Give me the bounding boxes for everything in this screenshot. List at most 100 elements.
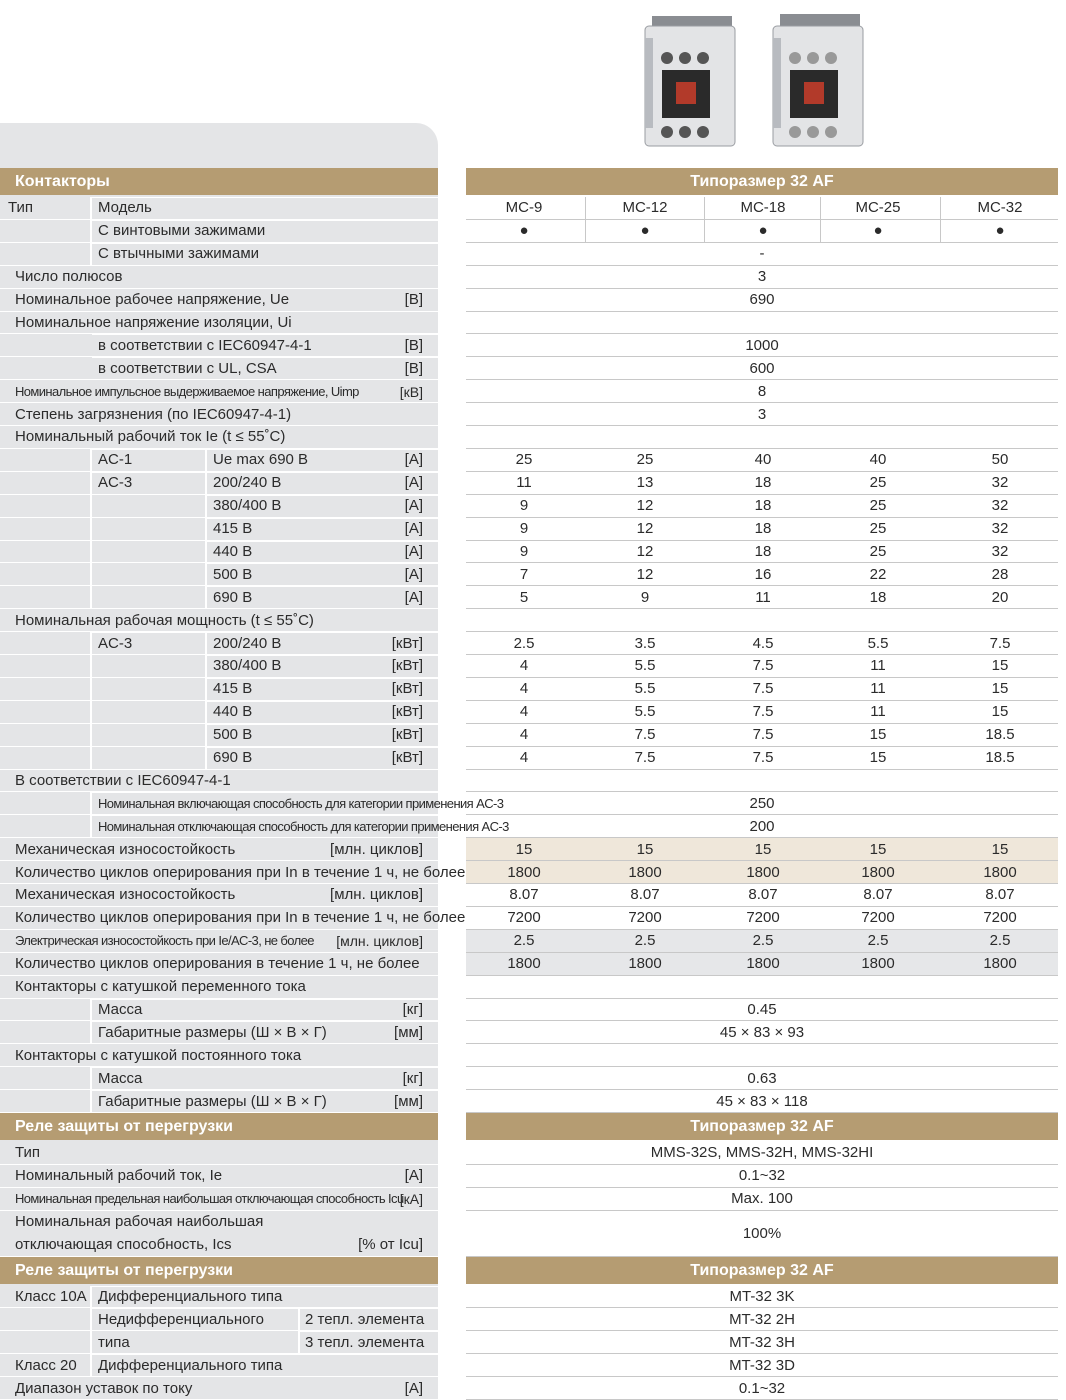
row-divider [466, 1376, 1058, 1378]
row-divider [466, 1255, 1058, 1257]
row-divider [466, 562, 1058, 564]
row-divider [466, 1089, 1058, 1091]
row-divider [0, 470, 438, 472]
row-label: Количество циклов оперирования при In в … [15, 909, 466, 927]
unit: [мм] [394, 1092, 423, 1110]
row-divider [466, 1330, 1058, 1332]
cell-value: 9 [519, 520, 529, 538]
unit: [A] [404, 1379, 423, 1397]
row-divider [0, 1209, 438, 1211]
cell-value: 1800 [983, 955, 1017, 973]
unit: [кВт] [391, 703, 423, 721]
contactor-image [772, 14, 864, 147]
cell-value: 12 [636, 520, 654, 538]
merged-value: MT-32 3D [729, 1356, 795, 1374]
row-divider [0, 768, 438, 770]
cell-value: 11 [755, 588, 771, 606]
row-divider [0, 447, 438, 449]
cell-value: 8.07 [863, 886, 893, 904]
cell-value: 7200 [746, 909, 780, 927]
cell-value: 8.07 [985, 886, 1015, 904]
cell-value: 9 [519, 542, 529, 560]
cell-value: 18.5 [985, 749, 1015, 767]
cell-divider [92, 1090, 438, 1092]
cell-value: ● [519, 222, 529, 240]
cell-divider [207, 746, 438, 748]
merged-value: 0.45 [747, 1000, 777, 1018]
row-label: Габаритные размеры (Ш × В × Г) [98, 1092, 327, 1110]
cell-value: 11 [516, 474, 532, 492]
cell-value: 2.5 [752, 932, 774, 950]
cell-value: 15 [991, 703, 1009, 721]
row-divider [0, 951, 438, 953]
row-divider [0, 905, 438, 907]
cell-value: 1800 [746, 955, 780, 973]
cell-divider [92, 1354, 438, 1356]
unit: [кВт] [391, 657, 423, 675]
merged-value: 3 [757, 268, 767, 286]
cell-value: 7.5 [752, 726, 774, 744]
row-divider [0, 791, 438, 793]
row-divider [466, 997, 1058, 999]
cell-divider [92, 815, 438, 817]
row-divider [0, 1255, 438, 1257]
row-highlight [466, 861, 1058, 884]
row-label: 690 В [213, 749, 253, 767]
cell-value: 9 [519, 497, 529, 515]
row-label: Номинальная рабочая наибольшая [15, 1213, 264, 1231]
row-divider [0, 333, 438, 335]
row-label: Номинальный рабочий ток Ie (t ≤ 55˚C) [15, 428, 286, 446]
row-divider [0, 1163, 438, 1165]
cell-value: 1800 [628, 863, 662, 881]
merged-value: 3 [757, 405, 767, 423]
row-label: С винтовыми зажимами [98, 222, 266, 240]
row-divider [466, 974, 1058, 976]
cell-value: 5.5 [867, 634, 889, 652]
cell-value: 25 [869, 497, 887, 515]
cell-value: 25 [869, 542, 887, 560]
row-divider [0, 1307, 438, 1309]
row-divider [466, 310, 1058, 312]
column-divider [90, 1285, 92, 1378]
cell-divider [299, 1308, 438, 1310]
cell-divider [92, 998, 438, 1000]
cell-value: 7200 [983, 909, 1017, 927]
cell-divider [207, 700, 438, 702]
cell-value: 11 [870, 703, 886, 721]
row-label: Тип [8, 199, 34, 217]
cell-value: MC-18 [740, 199, 786, 217]
cell-divider [207, 517, 438, 519]
unit: [В] [404, 291, 423, 309]
row-divider [0, 218, 438, 220]
row-label: 415 В [213, 520, 253, 538]
cell-value: 4 [519, 726, 529, 744]
row-divider [0, 1112, 438, 1113]
row-divider [0, 493, 438, 495]
cell-divider [207, 494, 438, 496]
row-divider [466, 1186, 1058, 1188]
cell-value: 2.5 [513, 634, 535, 652]
unit: [мм] [394, 1023, 423, 1041]
cell-divider [92, 1021, 438, 1023]
cell-value: 15 [869, 749, 887, 767]
cell-value: 4 [519, 680, 529, 698]
cell-value: 7.5 [989, 634, 1011, 652]
unit: [кВт] [391, 680, 423, 698]
cell-divider [92, 792, 438, 794]
row-divider [0, 1353, 438, 1355]
cell-value: 5.5 [634, 657, 656, 675]
row-divider [0, 997, 438, 999]
cell-divider [207, 677, 438, 679]
row-label: Количество циклов оперирования при In в … [15, 863, 466, 881]
merged-value: 0.1~32 [738, 1379, 786, 1397]
unit: [кВт] [391, 634, 423, 652]
cell-value: 18 [754, 497, 772, 515]
cell-value: 15 [991, 680, 1009, 698]
row-divider [466, 1112, 1058, 1113]
row-divider [466, 1307, 1058, 1309]
cell-value: 1800 [507, 863, 541, 881]
column-divider [90, 632, 92, 770]
row-highlight [466, 952, 1058, 976]
cell-value: 15 [991, 840, 1009, 858]
row-label: Номинальная включающая способность для к… [98, 795, 504, 811]
